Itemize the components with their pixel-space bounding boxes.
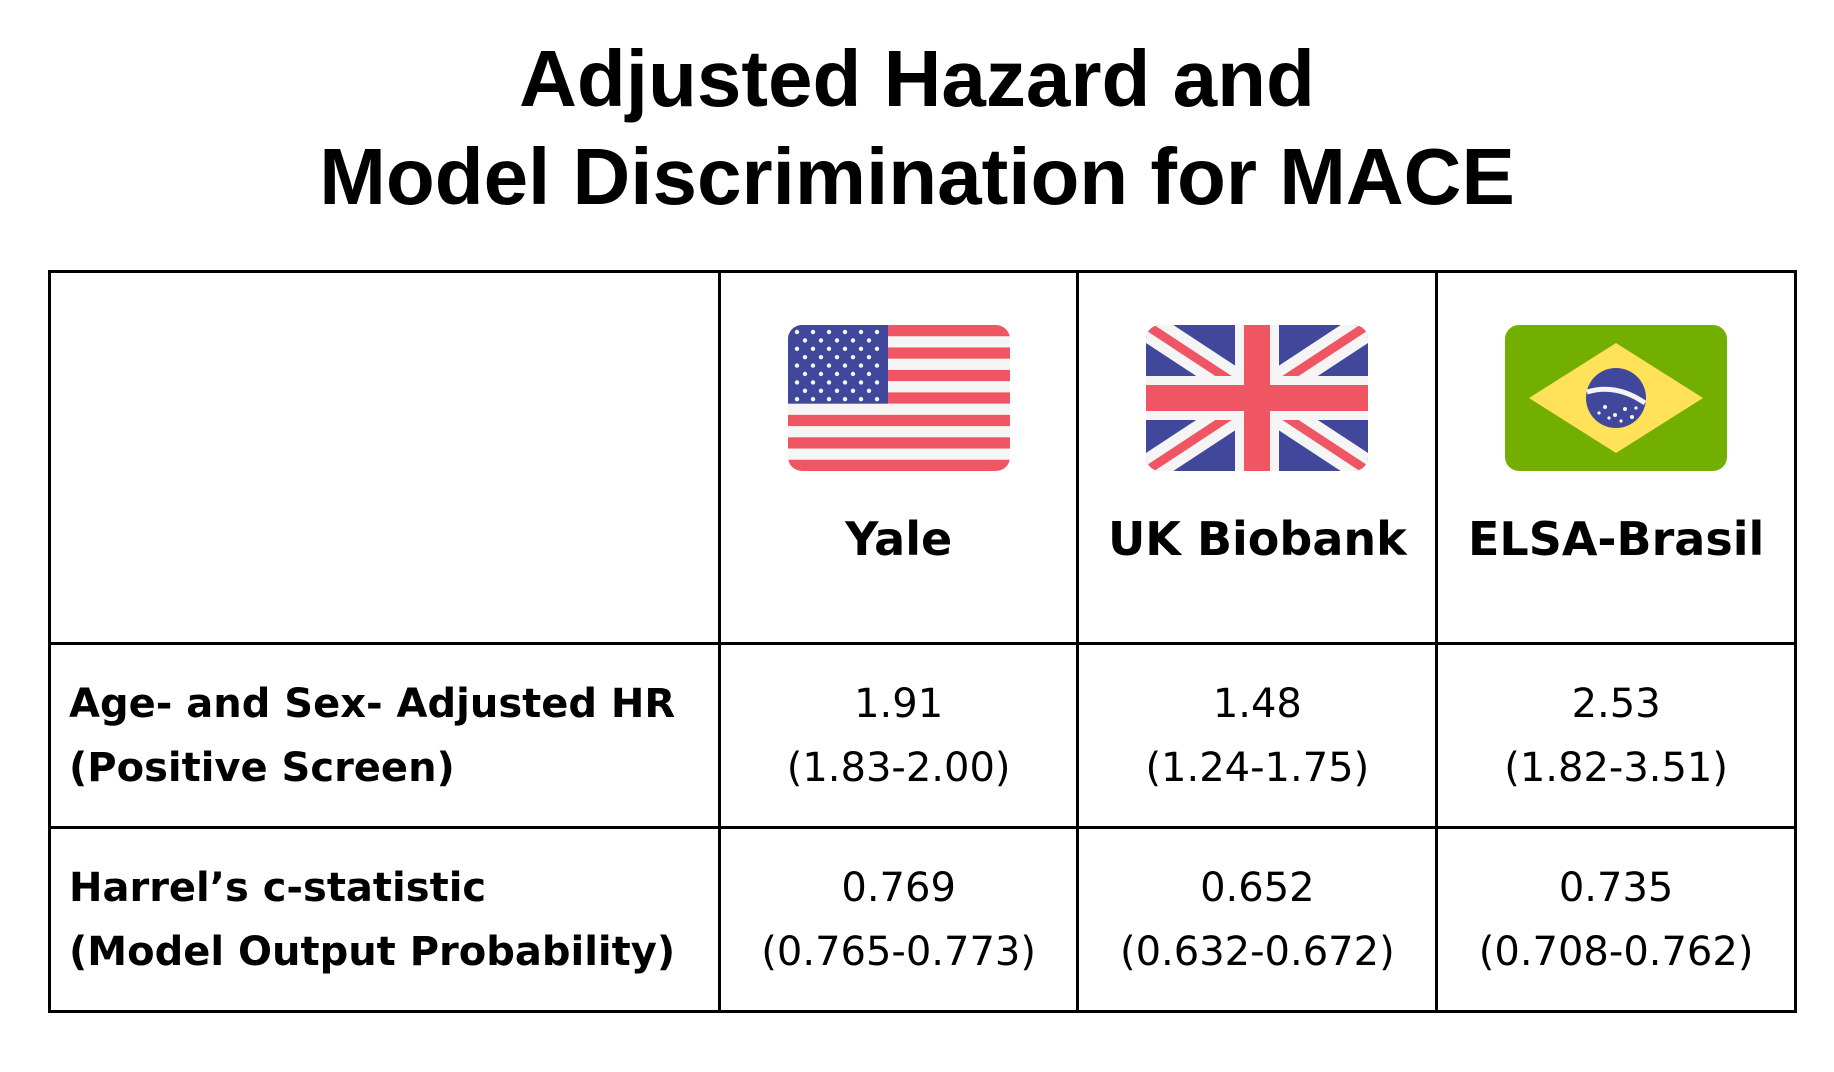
row-label: Harrel’s c-statistic (Model Output Proba… (48, 826, 721, 1013)
usa-flag-icon (787, 325, 1010, 471)
confidence-interval: (1.83-2.00) (786, 744, 1011, 791)
confidence-interval: (1.82-3.51) (1504, 744, 1728, 791)
title-line-2: Model Discrimination for MACE (319, 132, 1515, 221)
site-name: ELSA-Brasil (1467, 512, 1765, 566)
title-line-1: Adjusted Hazard and (519, 34, 1315, 123)
value-cell-uk-biobank: 0.652 (0.632-0.672) (1076, 826, 1439, 1013)
table-row-c-statistic: Harrel’s c-statistic (Model Output Proba… (48, 826, 1797, 1013)
value-cell-yale: 1.91 (1.83-2.00) (717, 642, 1080, 829)
site-header-yale: Yale (717, 270, 1080, 645)
row-label: Age- and Sex- Adjusted HR (Positive Scre… (48, 642, 721, 829)
confidence-interval: (1.24-1.75) (1145, 744, 1370, 791)
estimate: 0.652 (1200, 864, 1315, 911)
estimate: 0.769 (841, 864, 956, 911)
value-cell-elsa-brasil: 0.735 (0.708-0.762) (1435, 826, 1797, 1013)
uk-flag-icon (1146, 325, 1369, 471)
value-cell-yale: 0.769 (0.765-0.773) (717, 826, 1080, 1013)
site-header-elsa-brasil: ELSA-Brasil (1435, 270, 1797, 645)
page-title: Adjusted Hazard and Model Discrimination… (0, 30, 1834, 226)
row-label-line-2: (Positive Screen) (69, 744, 455, 791)
value-cell-uk-biobank: 1.48 (1.24-1.75) (1076, 642, 1439, 829)
results-table: Yale (48, 270, 1797, 1013)
confidence-interval: (0.632-0.672) (1120, 928, 1395, 975)
confidence-interval: (0.708-0.762) (1478, 928, 1754, 975)
row-label-line-2: (Model Output Probability) (69, 928, 676, 975)
estimate: 0.735 (1558, 864, 1674, 911)
estimate: 1.48 (1212, 680, 1302, 727)
row-label-line-1: Harrel’s c-statistic (69, 864, 487, 911)
estimate: 2.53 (1571, 680, 1661, 727)
brazil-flag-icon (1505, 325, 1728, 471)
row-label-line-1: Age- and Sex- Adjusted HR (69, 680, 676, 727)
site-header-uk-biobank: UK Biobank (1076, 270, 1439, 645)
header-row: Yale (48, 270, 1797, 645)
value-cell-elsa-brasil: 2.53 (1.82-3.51) (1435, 642, 1797, 829)
confidence-interval: (0.765-0.773) (761, 928, 1036, 975)
site-name: Yale (845, 512, 953, 566)
empty-corner-cell (48, 270, 721, 645)
estimate: 1.91 (854, 680, 944, 727)
table-row-adjusted-hr: Age- and Sex- Adjusted HR (Positive Scre… (48, 642, 1797, 829)
site-name: UK Biobank (1107, 512, 1407, 566)
